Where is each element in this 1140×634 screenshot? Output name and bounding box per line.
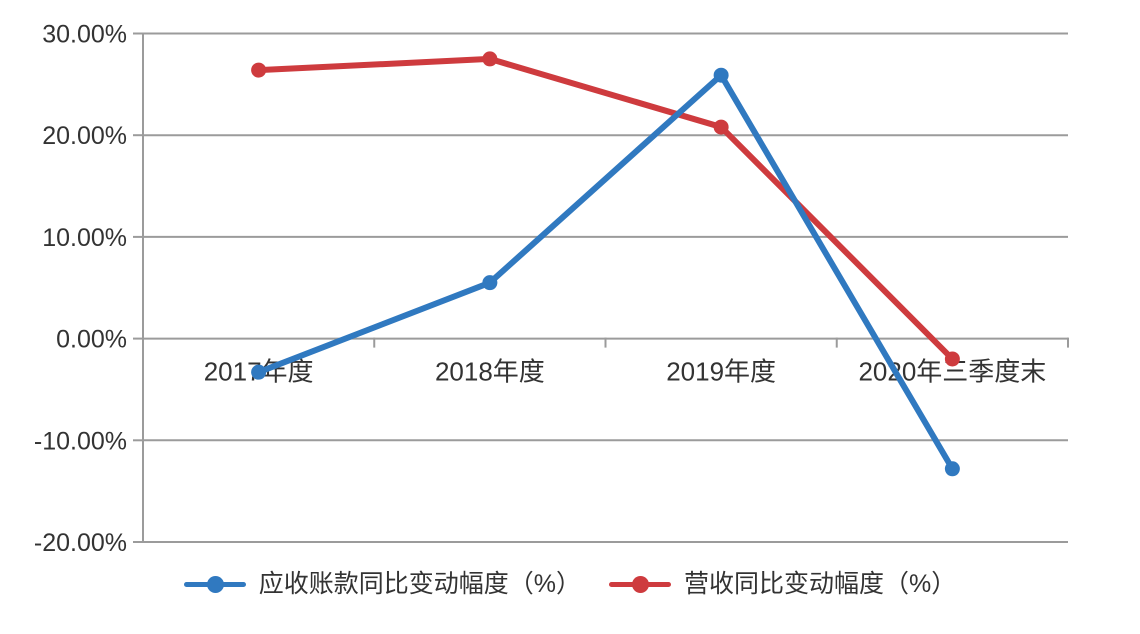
y-tick-label: -10.00% — [34, 427, 127, 455]
series-1-line — [255, 55, 956, 362]
receivables-series-marker-icon — [183, 576, 246, 594]
series-0-marker — [944, 461, 960, 477]
series-0-marker — [482, 275, 498, 291]
y-tick-label: 10.00% — [42, 224, 127, 252]
y-tick-label: 30.00% — [42, 21, 127, 49]
series-1-marker — [944, 351, 960, 367]
legend-label-receivables: 应收账款同比变动幅度（%） — [258, 570, 581, 598]
legend-item-receivables: 应收账款同比变动幅度（%） — [183, 570, 581, 599]
series-0-marker — [713, 67, 729, 83]
series-1-marker — [251, 62, 267, 78]
x-axis-label: 2018年度 — [435, 357, 545, 387]
legend-dot-swatch — [206, 576, 224, 594]
y-tick-label: 20.00% — [42, 122, 127, 150]
y-tick-label: 0.00% — [56, 326, 127, 354]
x-axis-label: 2019年度 — [666, 357, 776, 387]
series-0-marker — [251, 364, 267, 380]
legend-dot-swatch — [632, 576, 649, 594]
series-0-line — [255, 72, 956, 472]
revenue-series-marker-icon — [609, 576, 671, 594]
legend-item-revenue: 营收同比变动幅度（%） — [609, 570, 957, 599]
y-tick-label: -20.00% — [34, 529, 127, 557]
chart-legend: 应收账款同比变动幅度（%） 营收同比变动幅度（%） — [0, 570, 1140, 599]
legend-label-revenue: 营收同比变动幅度（%） — [684, 570, 957, 598]
series-1-marker — [713, 119, 729, 135]
series-1-marker — [482, 51, 498, 67]
